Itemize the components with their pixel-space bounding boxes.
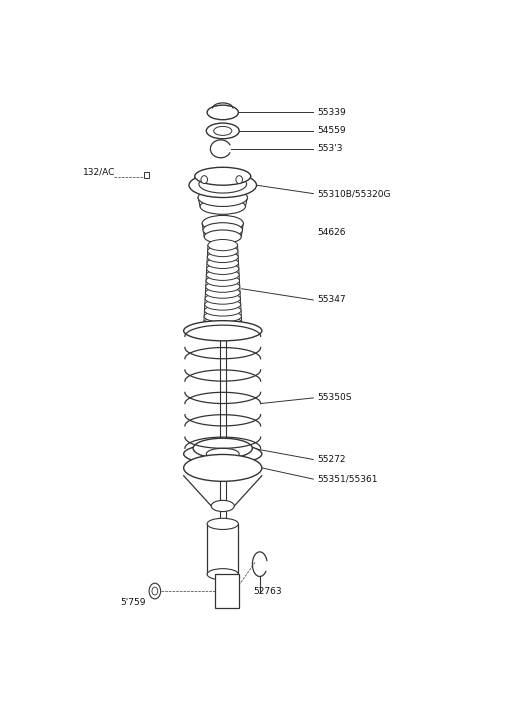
Ellipse shape (200, 198, 245, 214)
Ellipse shape (201, 176, 208, 183)
Ellipse shape (205, 299, 241, 310)
Ellipse shape (204, 317, 242, 328)
Ellipse shape (205, 293, 241, 304)
Ellipse shape (149, 583, 160, 599)
Ellipse shape (206, 123, 239, 139)
Ellipse shape (205, 287, 240, 298)
Text: 132/AC: 132/AC (83, 168, 115, 177)
Text: 55351/55361: 55351/55361 (318, 475, 378, 483)
Ellipse shape (205, 281, 240, 292)
Ellipse shape (207, 252, 238, 262)
Ellipse shape (211, 500, 234, 512)
Ellipse shape (206, 449, 239, 459)
Text: 553'3: 553'3 (318, 145, 343, 153)
Text: 52763: 52763 (254, 587, 282, 595)
Ellipse shape (189, 173, 256, 198)
Text: 55272: 55272 (318, 455, 346, 464)
Ellipse shape (208, 239, 237, 251)
Ellipse shape (193, 438, 252, 459)
Text: 54626: 54626 (318, 228, 346, 237)
Ellipse shape (184, 321, 262, 341)
Ellipse shape (207, 257, 238, 268)
Text: 5'759: 5'759 (120, 598, 145, 607)
Ellipse shape (184, 454, 262, 481)
Ellipse shape (207, 518, 238, 529)
Ellipse shape (206, 275, 239, 286)
Text: 55350S: 55350S (318, 393, 352, 403)
Ellipse shape (208, 246, 238, 257)
Ellipse shape (236, 176, 243, 183)
Ellipse shape (184, 443, 262, 464)
Ellipse shape (207, 263, 239, 275)
Ellipse shape (204, 305, 241, 316)
Ellipse shape (198, 188, 247, 206)
Ellipse shape (203, 222, 243, 237)
Ellipse shape (199, 175, 246, 193)
Bar (144, 172, 149, 178)
Text: 55339: 55339 (318, 108, 346, 117)
Ellipse shape (204, 230, 241, 244)
Text: 55310B/55320G: 55310B/55320G (318, 189, 391, 198)
Ellipse shape (207, 569, 238, 580)
Ellipse shape (213, 126, 232, 135)
Text: 54559: 54559 (318, 126, 346, 135)
Ellipse shape (152, 587, 158, 595)
Ellipse shape (202, 215, 243, 231)
Bar (215, 574, 239, 608)
Ellipse shape (204, 311, 242, 322)
Ellipse shape (207, 269, 239, 281)
Ellipse shape (195, 167, 251, 185)
Text: 55347: 55347 (318, 295, 346, 305)
Ellipse shape (207, 105, 238, 120)
